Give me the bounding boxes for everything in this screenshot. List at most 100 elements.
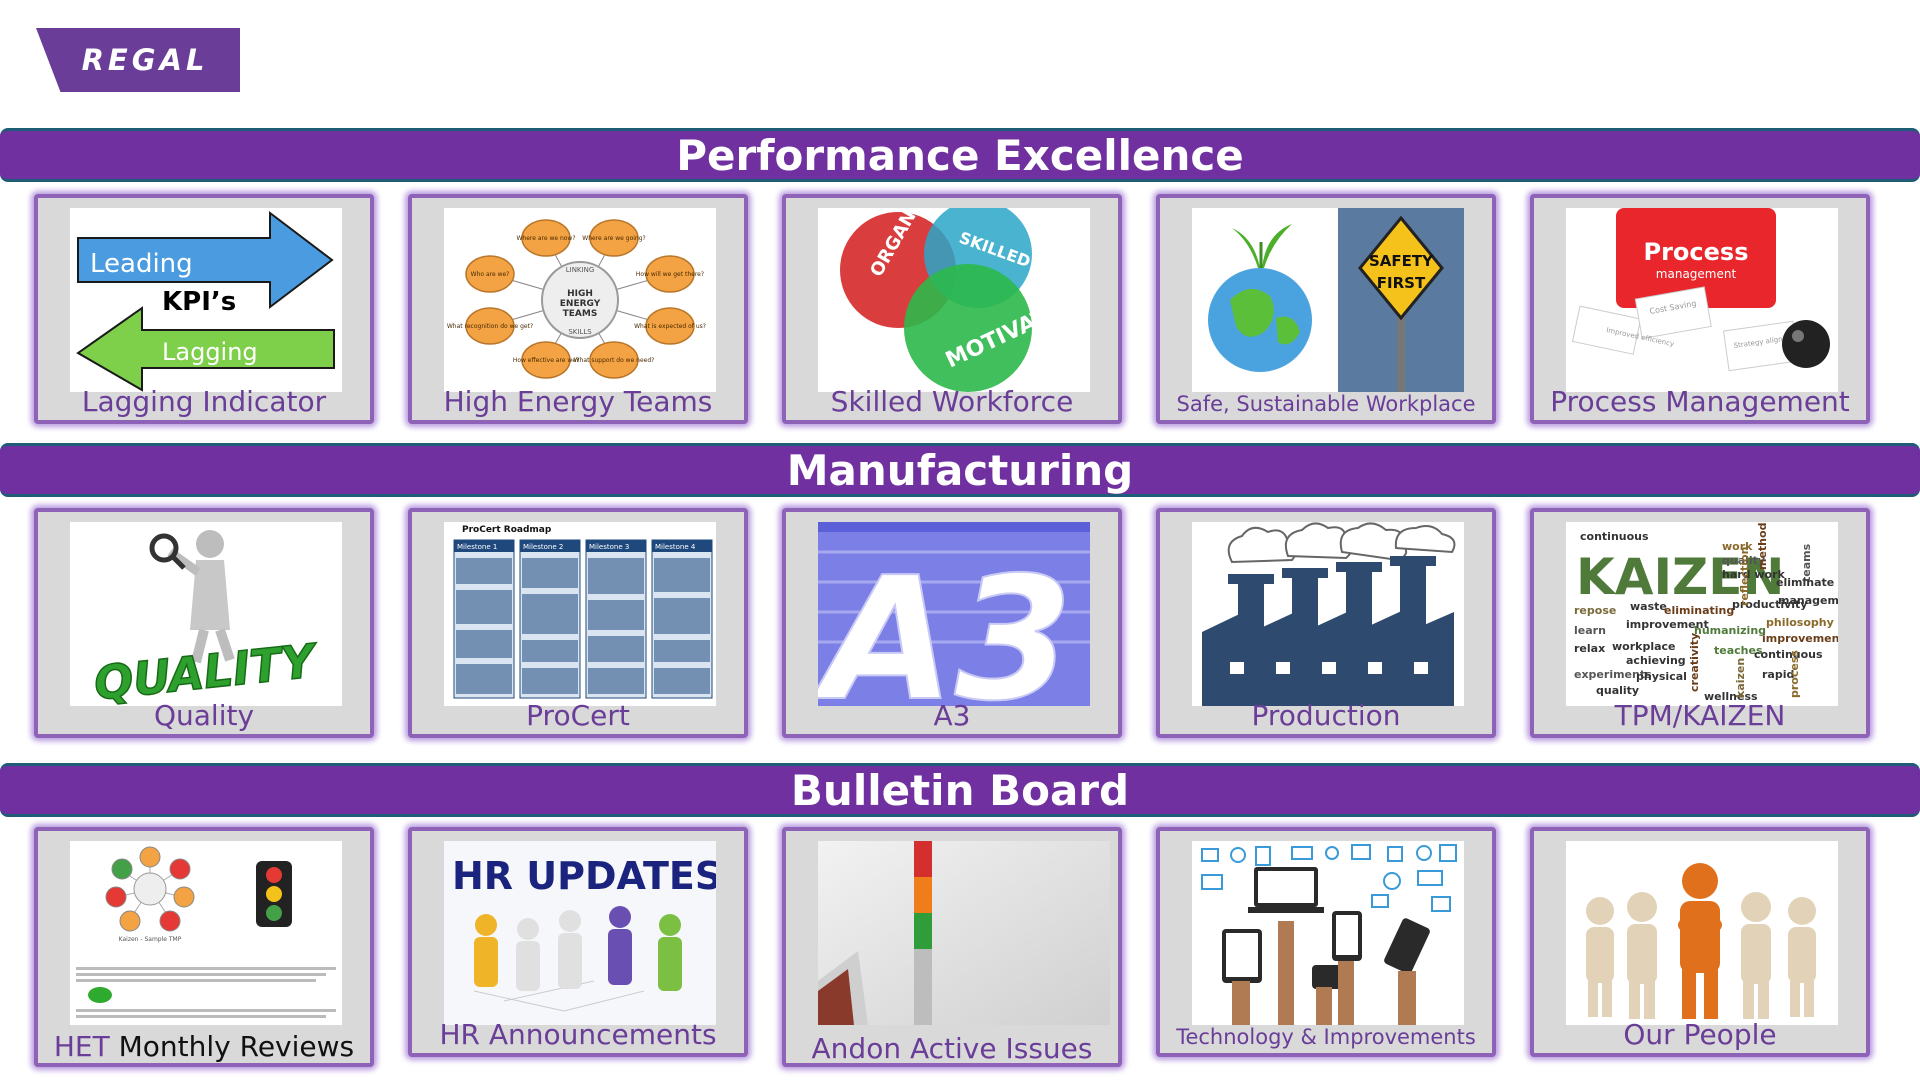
- svg-text:What recognition do we get?: What recognition do we get?: [447, 323, 533, 330]
- tile-a3[interactable]: A3 A3: [782, 508, 1122, 738]
- svg-text:improvement: improvement: [1626, 618, 1709, 631]
- tile-technology-improvements[interactable]: Technology & Improvements: [1156, 827, 1496, 1057]
- hr-updates-image: HR UPDATES: [444, 841, 716, 1025]
- svg-text:ProCert Roadmap: ProCert Roadmap: [462, 525, 552, 535]
- tile-skilled-workforce[interactable]: ORGANIZED SKILLED MOTIVATED Skilled Work…: [782, 194, 1122, 424]
- svg-text:creativity: creativity: [1688, 633, 1701, 692]
- svg-text:TEAMS: TEAMS: [563, 309, 598, 319]
- logo-text: REGAL: [81, 43, 209, 77]
- tile-tpm-kaizen[interactable]: KAIZEN continuous work quality hard work…: [1530, 508, 1870, 738]
- tile-procert[interactable]: ProCert Roadmap Milestone 1 Milestone 2 …: [408, 508, 748, 738]
- svg-text:quality: quality: [1722, 554, 1765, 567]
- svg-text:productivity: productivity: [1732, 598, 1807, 611]
- globe-safety-sign-image: SAFETY FIRST: [1192, 208, 1464, 392]
- venn-circles-image: ORGANIZED SKILLED MOTIVATED: [818, 208, 1090, 392]
- tile-caption: Skilled Workforce: [830, 385, 1074, 418]
- svg-text:HIGH: HIGH: [567, 289, 593, 299]
- svg-text:What support do we need?: What support do we need?: [574, 357, 655, 364]
- tile-safe-sustainable-workplace[interactable]: SAFETY FIRST Safe, Sustainable Workplace: [1156, 194, 1496, 424]
- svg-text:Lagging: Lagging: [162, 338, 258, 366]
- tile-het-monthly-reviews[interactable]: Kaizen - Sample TMP HET Monthly Reviews: [34, 827, 374, 1067]
- caption-het: HET: [53, 1030, 110, 1063]
- tile-production[interactable]: Production: [1156, 508, 1496, 738]
- tile-caption: TPM/KAIZEN: [1614, 699, 1786, 732]
- section-title: Bulletin Board: [790, 765, 1130, 815]
- svg-text:Where are we now?: Where are we now?: [516, 235, 575, 242]
- svg-text:KPI’s: KPI’s: [162, 287, 236, 317]
- kaizen-word-cloud-image: KAIZEN continuous work quality hard work…: [1566, 522, 1838, 706]
- regal-logo[interactable]: REGAL: [36, 28, 240, 92]
- tile-our-people[interactable]: Our People: [1530, 827, 1870, 1057]
- svg-text:workplace: workplace: [1612, 640, 1676, 653]
- svg-text:management: management: [1656, 267, 1737, 281]
- svg-text:hard work: hard work: [1722, 568, 1786, 581]
- tile-caption: Production: [1251, 699, 1401, 732]
- tile-high-energy-teams[interactable]: HIGH ENERGY TEAMS LINKING SKILLS Where a…: [408, 194, 748, 424]
- svg-text:QUALITY: QUALITY: [92, 633, 322, 706]
- tile-caption: Technology & Improvements: [1176, 1025, 1476, 1049]
- section-banner-manufacturing: Manufacturing: [0, 443, 1920, 497]
- svg-text:wellness: wellness: [1704, 690, 1758, 703]
- svg-text:physical: physical: [1636, 670, 1687, 683]
- svg-text:Where are we going?: Where are we going?: [582, 235, 645, 242]
- tile-caption: High Energy Teams: [443, 385, 713, 418]
- svg-text:Milestone 3: Milestone 3: [589, 543, 629, 551]
- svg-text:continuous: continuous: [1580, 530, 1649, 543]
- tile-quality[interactable]: QUALITY Quality: [34, 508, 374, 738]
- factory-icon: [1192, 522, 1464, 706]
- svg-text:SAFETY: SAFETY: [1369, 252, 1434, 270]
- het-review-image: Kaizen - Sample TMP: [70, 841, 342, 1025]
- svg-text:experiments: experiments: [1574, 668, 1652, 681]
- tile-caption: A3: [933, 699, 971, 732]
- svg-text:A3: A3: [818, 541, 1073, 706]
- tile-caption: Andon Active Issues: [811, 1032, 1093, 1065]
- svg-text:management: management: [1778, 594, 1838, 607]
- section-banner-performance-excellence: Performance Excellence: [0, 128, 1920, 182]
- tile-caption: Safe, Sustainable Workplace: [1176, 392, 1476, 416]
- people-figures-image: [1566, 841, 1838, 1025]
- tile-lagging-indicator[interactable]: Leading KPI’s Lagging Lagging Indicator: [34, 194, 374, 424]
- tile-hr-announcements[interactable]: HR UPDATES HR Announcements: [408, 827, 748, 1057]
- svg-text:Leading: Leading: [90, 249, 193, 279]
- svg-text:Who are we?: Who are we?: [471, 271, 510, 278]
- technology-hands-image: [1192, 841, 1464, 1025]
- tile-caption: HET Monthly Reviews: [38, 1030, 370, 1063]
- svg-text:eliminate: eliminate: [1776, 576, 1834, 589]
- svg-text:teaches: teaches: [1714, 644, 1763, 657]
- svg-text:quality: quality: [1596, 684, 1639, 697]
- svg-text:FIRST: FIRST: [1377, 274, 1426, 292]
- svg-text:philosophy: philosophy: [1766, 616, 1834, 629]
- process-management-image: Process management Improved efficiency C…: [1566, 208, 1838, 392]
- high-energy-teams-image: HIGH ENERGY TEAMS LINKING SKILLS Where a…: [444, 208, 716, 392]
- svg-text:What is expected of us?: What is expected of us?: [634, 323, 706, 330]
- svg-text:achieving: achieving: [1626, 654, 1686, 667]
- svg-text:Kaizen - Sample TMP: Kaizen - Sample TMP: [119, 936, 182, 943]
- procert-roadmap-image: ProCert Roadmap Milestone 1 Milestone 2 …: [444, 522, 716, 706]
- svg-text:rapid: rapid: [1762, 668, 1794, 681]
- svg-text:KAIZEN: KAIZEN: [1576, 548, 1784, 606]
- kpi-arrows-image: Leading KPI’s Lagging: [70, 208, 342, 392]
- section-title: Performance Excellence: [676, 130, 1244, 180]
- svg-text:How effective are we?: How effective are we?: [513, 357, 579, 364]
- svg-text:relax: relax: [1574, 642, 1605, 655]
- svg-text:learn: learn: [1574, 624, 1606, 637]
- svg-text:Milestone 2: Milestone 2: [523, 543, 563, 551]
- svg-text:process: process: [1788, 650, 1801, 698]
- tile-andon-active-issues[interactable]: Andon Active Issues: [782, 827, 1122, 1067]
- tile-process-management[interactable]: Process management Improved efficiency C…: [1530, 194, 1870, 424]
- svg-text:HR UPDATES: HR UPDATES: [452, 854, 716, 898]
- svg-text:Milestone 1: Milestone 1: [457, 543, 497, 551]
- svg-text:teams: teams: [1800, 543, 1813, 582]
- svg-text:SKILLS: SKILLS: [568, 328, 592, 336]
- svg-text:work: work: [1722, 540, 1753, 553]
- svg-text:LINKING: LINKING: [566, 266, 595, 274]
- svg-text:kaizen: kaizen: [1734, 658, 1747, 698]
- tile-caption: HR Announcements: [439, 1018, 717, 1051]
- tile-caption: Quality: [153, 699, 255, 732]
- section-title: Manufacturing: [786, 445, 1134, 495]
- tile-caption: Our People: [1623, 1018, 1777, 1051]
- svg-text:ENERGY: ENERGY: [560, 299, 601, 309]
- svg-text:repose: repose: [1574, 604, 1616, 617]
- svg-text:Process: Process: [1644, 238, 1749, 266]
- tile-caption: ProCert: [526, 699, 630, 732]
